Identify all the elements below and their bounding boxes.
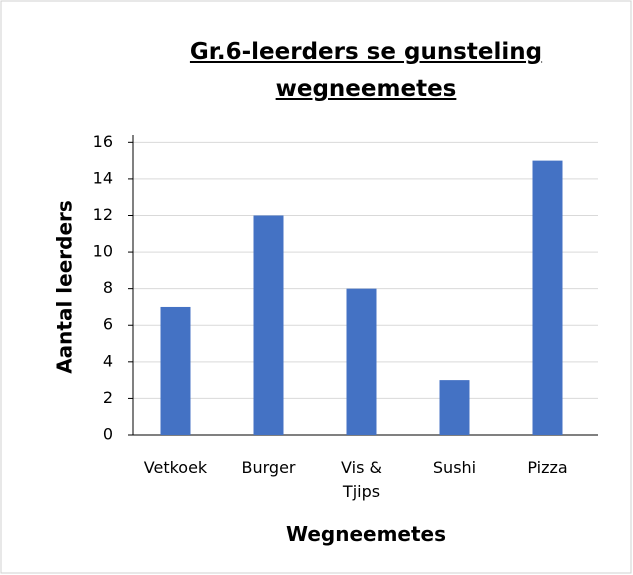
y-axis-label: Aantal leerders [53, 200, 77, 374]
x-tick-label: Vetkoek [143, 458, 208, 477]
y-tick-label: 14 [93, 168, 113, 187]
y-tick-label: 16 [93, 132, 113, 151]
x-tick-label: Vis & Tjips [341, 458, 382, 501]
bar [160, 306, 191, 435]
bar [253, 215, 284, 435]
chart-title: Gr.6-leerders se gunsteling wegneemetes [189, 39, 543, 102]
y-tick-label: 0 [103, 425, 113, 444]
y-tick-label: 8 [103, 278, 113, 297]
x-tick-label: Sushi [432, 458, 477, 477]
y-tick-label: 2 [103, 388, 113, 407]
x-tick-label: Burger [241, 458, 296, 477]
y-tick-label: 6 [103, 315, 113, 334]
x-tick-label: Pizza [527, 458, 568, 477]
y-tick-label: 4 [103, 351, 113, 370]
bar [346, 288, 377, 435]
y-tick-label: 10 [93, 242, 113, 261]
x-axis-label: Wegneemetes [285, 522, 447, 546]
bar [439, 380, 470, 435]
bar [532, 160, 563, 436]
y-tick-label: 12 [93, 205, 113, 224]
